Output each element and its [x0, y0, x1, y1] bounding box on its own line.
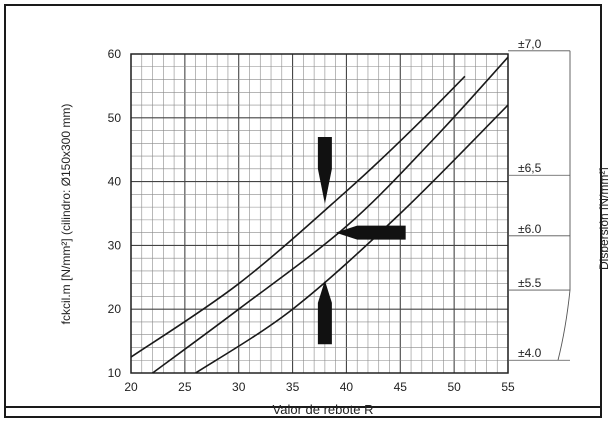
y-axis-label: fckcil.m [N/mm²] (cilindro: Ø150x300 mm) [59, 104, 73, 325]
dispersion-scale: ±7,0 ±6,5 ±6.0 ±5.5 ±4.0 [508, 37, 571, 361]
dispersion-label: ±7,0 [518, 37, 542, 51]
x-tick-label: 40 [340, 380, 354, 394]
dispersion-label: ±4.0 [518, 346, 542, 360]
y-tick-label: 50 [108, 111, 122, 125]
x-tick-label: 25 [178, 380, 192, 394]
x-tick-label: 20 [124, 380, 138, 394]
y-tick-label: 10 [108, 366, 122, 380]
dispersion-label: ±6.0 [518, 222, 542, 236]
bottom-rule [4, 406, 602, 408]
curves [130, 56, 509, 374]
reading-arrows [317, 136, 406, 345]
x-axis-label: Valor de rebote R [273, 402, 374, 417]
y-tick-label: 40 [108, 175, 122, 189]
arrow-left-marker [335, 225, 406, 240]
plot-border [130, 53, 509, 374]
dispersion-label: ±5.5 [518, 276, 542, 290]
arrow-down-marker [317, 136, 332, 204]
arrow-up-marker [317, 280, 332, 345]
x-tick-label: 50 [447, 380, 461, 394]
series-line-3 [195, 104, 509, 374]
dispersion-label: ±6,5 [518, 161, 542, 175]
x-tick-label: 35 [286, 380, 300, 394]
series-line-2 [152, 56, 509, 374]
x-tick-label: 30 [232, 380, 246, 394]
series-line-1 [130, 75, 466, 358]
y-tick-label: 30 [108, 238, 122, 252]
dispersion-bracket [557, 50, 571, 361]
x-tick-label: 45 [394, 380, 408, 394]
figure-frame [4, 4, 602, 418]
y-tick-label: 20 [108, 302, 122, 316]
x-tick-label: 55 [501, 380, 515, 394]
y-tick-label: 60 [108, 47, 122, 61]
right-axis-label: Dispersión [N/mm²] [597, 167, 608, 270]
